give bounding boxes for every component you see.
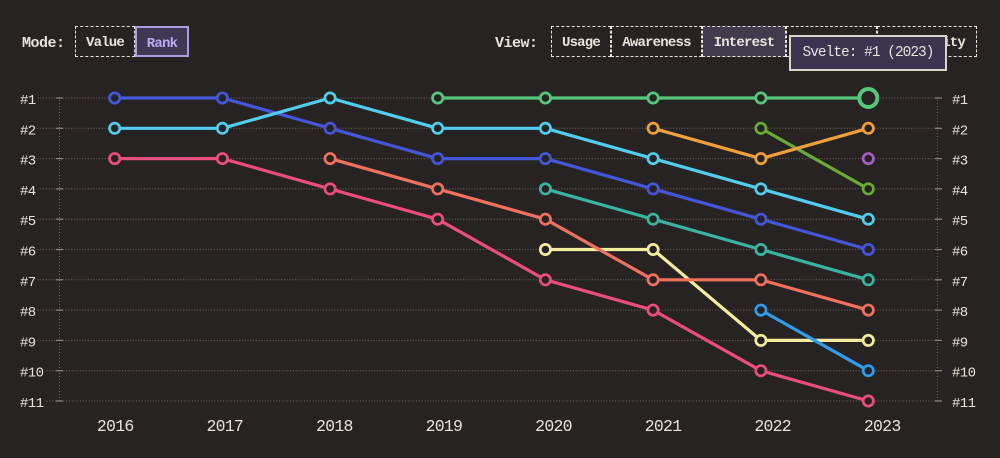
svg-text:#3: #3 bbox=[952, 154, 968, 170]
svg-text:#7: #7 bbox=[952, 275, 968, 291]
svg-text:#6: #6 bbox=[20, 245, 36, 261]
svg-text:#4: #4 bbox=[20, 184, 36, 200]
svg-text:#5: #5 bbox=[20, 214, 36, 230]
svg-text:#4: #4 bbox=[952, 184, 968, 200]
svg-text:#6: #6 bbox=[952, 245, 968, 261]
svg-text:#9: #9 bbox=[20, 335, 36, 351]
svg-text:2018: 2018 bbox=[316, 417, 353, 436]
svg-text:#7: #7 bbox=[20, 275, 36, 291]
svg-text:#9: #9 bbox=[952, 335, 968, 351]
svg-text:#5: #5 bbox=[952, 214, 968, 230]
svg-text:#8: #8 bbox=[952, 305, 968, 321]
svg-text:#8: #8 bbox=[20, 305, 36, 321]
svg-text:2022: 2022 bbox=[754, 417, 791, 436]
svg-text:2021: 2021 bbox=[645, 417, 682, 436]
svg-text:2019: 2019 bbox=[426, 417, 463, 436]
svg-text:#3: #3 bbox=[20, 154, 36, 170]
svg-text:#1: #1 bbox=[20, 93, 36, 109]
svg-text:#10: #10 bbox=[20, 366, 44, 382]
svg-text:2020: 2020 bbox=[535, 417, 572, 436]
svg-text:2017: 2017 bbox=[206, 417, 243, 436]
svg-text:#1: #1 bbox=[952, 93, 968, 109]
svg-text:#2: #2 bbox=[952, 123, 968, 139]
svg-text:#10: #10 bbox=[952, 366, 976, 382]
svg-text:2023: 2023 bbox=[864, 417, 901, 436]
svg-text:#11: #11 bbox=[952, 396, 976, 412]
svg-text:2016: 2016 bbox=[97, 417, 134, 436]
svg-text:#11: #11 bbox=[20, 396, 44, 412]
svg-text:#2: #2 bbox=[20, 123, 36, 139]
